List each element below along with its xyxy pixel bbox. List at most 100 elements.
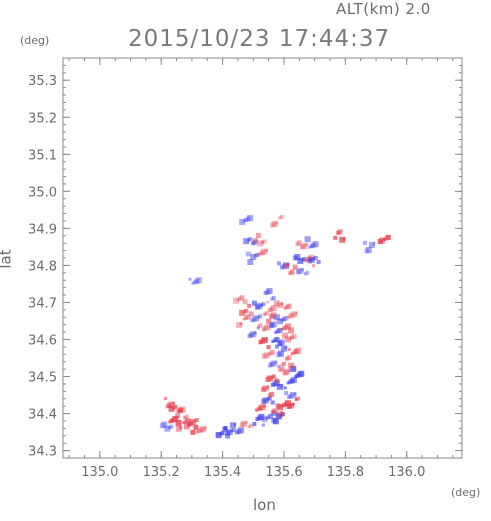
positive-echo-cell xyxy=(193,424,199,430)
negative-echo-cell xyxy=(266,288,273,295)
positive-echo-cell xyxy=(241,420,248,427)
positive-echo-cell xyxy=(261,386,267,392)
positive-echo-cell xyxy=(183,416,187,420)
negative-echo-cell xyxy=(271,296,276,301)
positive-echo-cell xyxy=(258,323,263,328)
negative-echo-cell xyxy=(294,254,301,260)
y-tick-label: 34.9 xyxy=(28,222,57,237)
positive-echo-cell xyxy=(279,366,285,372)
negative-echo-cell xyxy=(305,270,310,275)
negative-echo-cell xyxy=(308,257,315,263)
positive-echo-cell xyxy=(262,385,269,392)
negative-echo-cell xyxy=(192,280,197,285)
positive-echo-cell xyxy=(172,415,179,422)
positive-echo-cell xyxy=(286,303,292,309)
positive-echo-cell xyxy=(252,237,258,243)
y-tick-label: 35.3 xyxy=(28,74,57,89)
positive-echo-cell xyxy=(276,410,283,417)
positive-echo-cell xyxy=(288,336,292,340)
negative-echo-cell xyxy=(277,350,284,357)
negative-echo-cell xyxy=(247,259,254,265)
positive-echo-cell xyxy=(178,408,184,414)
negative-echo-cell xyxy=(253,331,257,335)
positive-echo-cell xyxy=(282,332,289,339)
negative-echo-cell xyxy=(250,318,255,323)
negative-echo-cell xyxy=(270,321,277,328)
x-tick-label: 135.2 xyxy=(143,465,180,480)
positive-echo-cell xyxy=(295,241,300,246)
negative-echo-cell xyxy=(270,382,275,387)
negative-echo-cell xyxy=(283,315,289,321)
y-tick-label: 35.1 xyxy=(28,148,57,163)
positive-echo-cell xyxy=(286,355,292,361)
negative-echo-cell xyxy=(269,322,275,328)
positive-echo-cell xyxy=(262,353,268,359)
positive-echo-cell xyxy=(339,236,346,243)
negative-echo-cell xyxy=(277,364,281,368)
positive-echo-cell xyxy=(287,348,291,352)
negative-echo-cell xyxy=(215,432,222,439)
positive-echo-cell xyxy=(173,404,178,409)
x-tick-label: 135.8 xyxy=(327,465,364,480)
negative-echo-cell xyxy=(263,291,268,296)
positive-echo-cell xyxy=(280,302,284,306)
negative-echo-cell xyxy=(364,248,370,254)
negative-echo-cell xyxy=(277,327,283,333)
negative-echo-cell xyxy=(194,278,200,284)
negative-echo-cell xyxy=(234,430,239,435)
negative-echo-cell xyxy=(231,428,236,433)
positive-echo-cell xyxy=(262,404,266,408)
positive-echo-cell xyxy=(244,308,249,313)
positive-echo-cell xyxy=(194,417,199,422)
negative-echo-cell xyxy=(267,396,272,401)
positive-echo-cell xyxy=(248,311,254,317)
positive-echo-cell xyxy=(282,370,288,376)
positive-echo-cell xyxy=(269,391,275,397)
positive-echo-cell xyxy=(195,430,199,434)
positive-echo-cell xyxy=(285,356,290,361)
negative-echo-cell xyxy=(167,426,171,430)
negative-echo-cell xyxy=(280,384,284,388)
negative-echo-cell xyxy=(316,260,321,264)
positive-echo-cell xyxy=(236,298,240,302)
positive-echo-cell xyxy=(286,263,290,267)
positive-echo-cell xyxy=(285,323,292,330)
positive-echo-cell xyxy=(290,335,295,340)
echo-cell-group xyxy=(159,214,391,439)
positive-echo-cell xyxy=(175,413,181,419)
x-tick-label: 136.0 xyxy=(388,465,425,480)
positive-echo-cell xyxy=(239,295,245,301)
negative-echo-cell xyxy=(226,429,233,436)
negative-echo-cell xyxy=(278,339,285,346)
negative-echo-cell xyxy=(269,361,275,367)
positive-echo-cell xyxy=(266,318,272,324)
positive-echo-cell xyxy=(296,240,302,246)
positive-echo-cell xyxy=(261,327,266,332)
negative-echo-cell xyxy=(283,386,287,390)
negative-echo-cell xyxy=(362,240,367,245)
positive-echo-cell xyxy=(283,263,290,270)
positive-echo-cell xyxy=(286,315,290,319)
negative-echo-cell xyxy=(290,392,297,399)
negative-echo-cell xyxy=(297,267,304,274)
positive-echo-cell xyxy=(287,369,291,373)
positive-echo-cell xyxy=(249,423,254,428)
positive-echo-cell xyxy=(266,385,270,389)
negative-echo-cell xyxy=(253,254,257,258)
negative-echo-cell xyxy=(297,258,304,264)
positive-echo-cell xyxy=(284,400,291,407)
positive-echo-cell xyxy=(291,311,298,318)
negative-echo-cell xyxy=(265,289,271,295)
negative-echo-cell xyxy=(268,413,274,419)
negative-echo-cell xyxy=(282,262,289,269)
positive-echo-cell xyxy=(282,361,287,366)
positive-echo-cell xyxy=(245,314,251,320)
positive-echo-cell xyxy=(283,306,287,310)
positive-echo-cell xyxy=(270,222,276,228)
positive-echo-cell xyxy=(267,308,272,313)
negative-echo-cell xyxy=(248,237,253,242)
negative-echo-cell xyxy=(281,317,286,322)
negative-echo-cell xyxy=(291,376,298,383)
positive-echo-cell xyxy=(294,311,298,315)
negative-echo-cell xyxy=(313,256,318,260)
